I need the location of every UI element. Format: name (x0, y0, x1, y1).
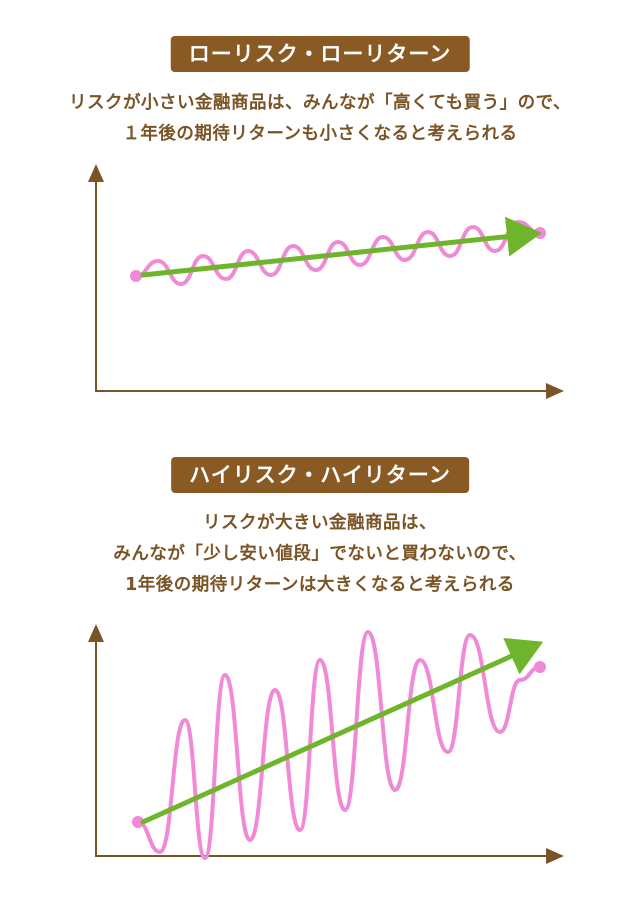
low-risk-price-wave (134, 220, 542, 286)
high-risk-diagram (88, 624, 564, 864)
high-risk-end-dot (534, 661, 546, 673)
low-risk-panel: ローリスク・ローリターン リスクが小さい金融商品は、みんなが「高くても買う」ので… (20, 36, 620, 399)
low-risk-end-dot (534, 227, 546, 239)
high-risk-start-dot (132, 816, 144, 828)
low-risk-diagram (88, 164, 564, 399)
high-risk-trend-arrow (140, 637, 544, 825)
low-risk-trend-arrow (140, 216, 542, 278)
low-risk-description-line-2: １年後の期待リターンも小さくなると考えられる (122, 124, 518, 144)
high-risk-panel: ハイリスク・ハイリターン リスクが大きい金融商品は、 みんなが「少し安い値段」で… (0, 440, 640, 920)
high-risk-description-line-1: リスクが大きい金融商品は、 (203, 513, 437, 533)
high-risk-title: ハイリスク・ハイリターン (171, 457, 469, 493)
low-risk-description: リスクが小さい金融商品は、みんなが「高くても買う」ので、 １年後の期待リターンも… (20, 88, 620, 150)
low-risk-description-line-1: リスクが小さい金融商品は、みんなが「高くても買う」ので、 (69, 93, 571, 113)
low-risk-title: ローリスク・ローリターン (170, 36, 470, 72)
high-risk-description-line-2: みんなが「少し安い値段」でないと買わないので、 (113, 544, 527, 564)
high-risk-description: リスクが大きい金融商品は、 みんなが「少し安い値段」でないと買わないので、 1年… (20, 508, 620, 601)
low-risk-start-dot (130, 270, 142, 282)
high-risk-description-line-3: 1年後の期待リターンは大きくなると考えられる (125, 575, 515, 595)
high-risk-price-wave (136, 630, 542, 860)
